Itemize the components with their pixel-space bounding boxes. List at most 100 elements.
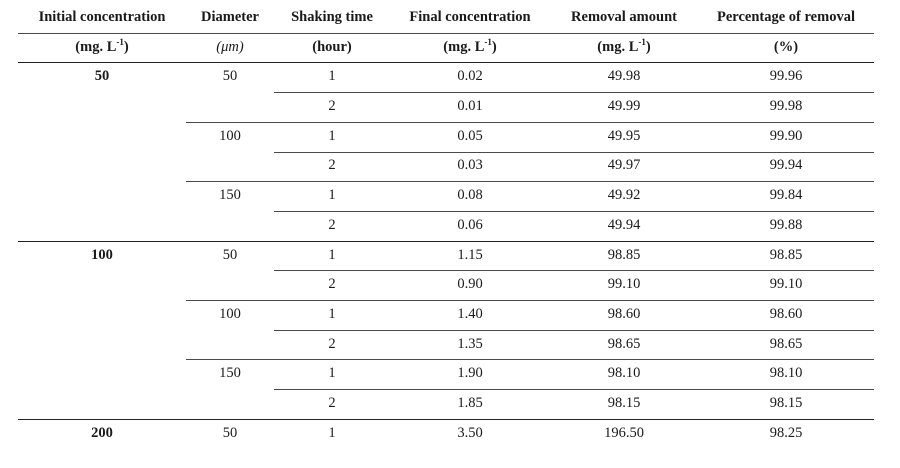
table-rule [186, 359, 874, 361]
cell-percentage-of-removal: 98.25 [769, 424, 803, 441]
cell-shaking-time: 1 [328, 187, 336, 204]
cell-diameter: 50 [222, 68, 238, 85]
cell-removal-amount: 99.10 [607, 276, 641, 293]
cell-initial-concentration: 50 [94, 68, 110, 85]
cell-diameter [186, 389, 274, 419]
table-row: 50 50 1 0.02 49.98 99.96 [18, 62, 874, 92]
unit-final-concentration: (mg. L-1) [443, 36, 497, 55]
cell-removal-amount: 98.10 [607, 365, 641, 382]
cell-percentage-of-removal: 99.88 [769, 216, 803, 233]
cell-removal-amount: 49.94 [607, 216, 641, 233]
cell-initial-concentration: 100 [91, 246, 113, 263]
table-rule [18, 240, 874, 242]
cell-percentage-of-removal: 98.85 [769, 246, 803, 263]
cell-shaking-time: 2 [328, 335, 336, 352]
cell-final-concentration: 0.06 [457, 216, 483, 233]
cell-shaking-time: 2 [328, 394, 336, 411]
cell-removal-amount: 98.85 [607, 246, 641, 263]
header-shaking-time: Shaking time [291, 9, 373, 25]
cell-diameter: 100 [219, 127, 241, 144]
cell-removal-amount: 49.97 [607, 157, 641, 174]
unit-initial-concentration: (mg. L-1) [75, 36, 129, 55]
cell-percentage-of-removal: 99.98 [769, 98, 803, 115]
cell-initial-concentration [18, 270, 186, 300]
cell-removal-amount: 98.65 [607, 335, 641, 352]
cell-initial-concentration [18, 211, 186, 241]
cell-initial-concentration [18, 359, 186, 389]
unit-percentage-of-removal: (%) [773, 38, 799, 55]
cell-percentage-of-removal: 99.96 [769, 68, 803, 85]
table-row: 100 1 0.05 49.95 99.90 [18, 122, 874, 152]
cell-initial-concentration [18, 181, 186, 211]
table-rule [186, 300, 874, 301]
cell-shaking-time: 2 [328, 157, 336, 174]
cell-percentage-of-removal: 99.84 [769, 187, 803, 204]
table-rule [274, 389, 874, 391]
table-rule [186, 181, 874, 183]
cell-diameter [186, 330, 274, 360]
cell-percentage-of-removal: 99.94 [769, 157, 803, 174]
cell-final-concentration: 1.40 [457, 305, 483, 322]
cell-removal-amount: 196.50 [604, 424, 644, 441]
cell-initial-concentration [18, 151, 186, 181]
cell-initial-concentration [18, 330, 186, 360]
cell-shaking-time: 1 [328, 127, 336, 144]
table-rule [18, 32, 874, 34]
cell-percentage-of-removal: 99.90 [769, 127, 803, 144]
cell-shaking-time: 1 [328, 68, 336, 85]
table-row: 2 0.03 49.97 99.94 [18, 151, 874, 181]
cell-shaking-time: 2 [328, 276, 336, 293]
header-row: Initial concentration Diameter Shaking t… [18, 3, 874, 33]
unit-diameter: (μm) [216, 38, 244, 55]
header-diameter: Diameter [201, 9, 259, 25]
header-percentage-of-removal: Percentage of removal [717, 9, 855, 25]
cell-diameter: 50 [222, 424, 238, 441]
cell-shaking-time: 2 [328, 216, 336, 233]
cell-final-concentration: 1.85 [457, 394, 483, 411]
cell-percentage-of-removal: 98.15 [769, 394, 803, 411]
cell-final-concentration: 1.35 [457, 335, 483, 352]
cell-initial-concentration [18, 122, 186, 152]
table-rule [274, 92, 874, 94]
table-rule [18, 62, 874, 64]
table-rule [274, 329, 874, 331]
cell-initial-concentration: 200 [91, 424, 113, 441]
cell-removal-amount: 98.15 [607, 394, 641, 411]
cell-final-concentration: 0.05 [457, 127, 483, 144]
cell-diameter [186, 211, 274, 241]
table-row: 2 1.35 98.65 98.65 [18, 330, 874, 360]
cell-diameter [186, 270, 274, 300]
table-row: 2 0.06 49.94 99.88 [18, 211, 874, 241]
units-row: (mg. L-1) (μm) (hour) (mg. L-1) (mg. L-1… [18, 33, 874, 63]
cell-removal-amount: 98.60 [607, 305, 641, 322]
table-rule [186, 121, 874, 123]
cell-shaking-time: 2 [328, 98, 336, 115]
cell-removal-amount: 49.95 [607, 127, 641, 144]
table-rule [274, 151, 874, 153]
cell-diameter [186, 151, 274, 181]
table-row: 150 1 0.08 49.92 99.84 [18, 181, 874, 211]
table-row: 100 1 1.40 98.60 98.60 [18, 300, 874, 330]
cell-final-concentration: 0.08 [457, 187, 483, 204]
cell-removal-amount: 49.92 [607, 187, 641, 204]
table-row: 2 0.01 49.99 99.98 [18, 92, 874, 122]
cell-shaking-time: 1 [328, 246, 336, 263]
table-row: 150 1 1.90 98.10 98.10 [18, 359, 874, 389]
cell-initial-concentration [18, 389, 186, 419]
cell-initial-concentration [18, 300, 186, 330]
cell-percentage-of-removal: 98.65 [769, 335, 803, 352]
header-removal-amount: Removal amount [571, 9, 677, 25]
cell-final-concentration: 0.01 [457, 98, 483, 115]
cell-final-concentration: 0.02 [457, 68, 483, 85]
cell-diameter: 50 [222, 246, 238, 263]
table-row: 2 0.90 99.10 99.10 [18, 270, 874, 300]
cell-final-concentration: 3.50 [457, 424, 483, 441]
unit-shaking-time: (hour) [312, 38, 352, 55]
cell-removal-amount: 49.99 [607, 98, 641, 115]
table-row: 200 50 1 3.50 196.50 98.25 [18, 419, 874, 449]
cell-shaking-time: 1 [328, 305, 336, 322]
cell-shaking-time: 1 [328, 424, 336, 441]
table-row: 2 1.85 98.15 98.15 [18, 389, 874, 419]
table-body: 50 50 1 0.02 49.98 99.96 2 0.01 49.99 99.98 100 1 0.… [18, 62, 874, 448]
table-rule [274, 210, 874, 212]
